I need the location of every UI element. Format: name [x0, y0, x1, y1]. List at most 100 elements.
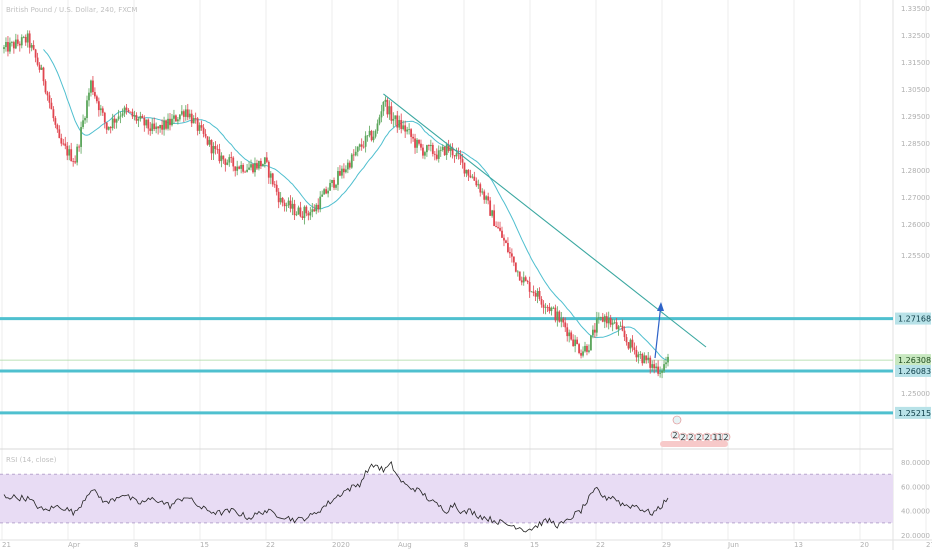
candle-down: [633, 347, 636, 351]
event-tag[interactable]: [721, 432, 731, 442]
candle-down: [653, 364, 656, 369]
candle-up: [426, 145, 428, 153]
candle-up: [212, 146, 215, 154]
candle-down: [641, 354, 644, 364]
candle-up: [364, 135, 367, 147]
candle-down: [532, 291, 535, 294]
candle-down: [175, 115, 177, 122]
candle-down: [169, 118, 171, 126]
candle-down: [499, 227, 501, 231]
candle-up: [629, 339, 632, 349]
event-tag-top: [672, 415, 682, 425]
candle-down: [32, 45, 35, 50]
moving-average-line: [43, 49, 669, 361]
candle-down: [275, 184, 278, 192]
candle-up: [173, 115, 175, 119]
candle-up: [366, 135, 369, 137]
candle-down: [186, 109, 189, 118]
candle-down: [412, 136, 414, 139]
trendline[interactable]: [383, 93, 707, 348]
event-tag[interactable]: [670, 430, 680, 440]
candle-up: [439, 150, 442, 151]
candle-down: [390, 106, 393, 121]
candle-down: [135, 115, 138, 121]
candle-up: [613, 322, 616, 324]
level-label-1-box: [895, 312, 931, 325]
candle-down: [489, 200, 492, 216]
candle-down: [635, 350, 638, 358]
candle-down: [244, 171, 246, 173]
candle-up: [592, 329, 594, 336]
candle-down: [627, 342, 630, 349]
horizontal-levels[interactable]: [0, 317, 893, 415]
candle-down: [92, 80, 94, 93]
candle-up: [376, 123, 379, 131]
candle-down: [216, 148, 219, 150]
candle-down: [605, 316, 608, 324]
candle-down: [38, 64, 41, 70]
candle-down: [252, 164, 254, 173]
candle-up: [327, 190, 329, 194]
price-tick-label: 1.29500: [901, 113, 930, 121]
trendline-layer[interactable]: [383, 93, 707, 359]
candle-up: [311, 209, 314, 213]
price-tick-label: 1.31500: [901, 59, 930, 67]
event-tag-label: 2: [704, 433, 709, 442]
candle-up: [485, 196, 488, 200]
candle-up: [556, 311, 559, 321]
candle-up: [240, 165, 243, 169]
candle-down: [339, 171, 341, 176]
time-tick-label: 21: [2, 541, 11, 549]
candle-down: [101, 108, 104, 113]
candle-down: [520, 280, 523, 283]
candle-up: [236, 166, 239, 171]
candle-up: [481, 191, 484, 193]
candle-up: [392, 118, 395, 121]
candle-up: [295, 214, 298, 216]
candle-up: [341, 168, 343, 176]
candle-down: [265, 157, 268, 162]
candle-down: [601, 317, 604, 322]
candle-down: [127, 109, 130, 112]
candle-down: [131, 111, 134, 117]
candle-up: [117, 116, 120, 120]
candle-down: [435, 154, 438, 159]
candle-down: [52, 109, 55, 119]
candle-down: [95, 96, 98, 102]
rsi-label: RSI (14, close): [6, 456, 57, 464]
candle-down: [562, 318, 565, 323]
candle-down: [348, 162, 351, 168]
candle-down: [46, 92, 49, 96]
candle-up: [119, 115, 122, 117]
candle-down: [507, 242, 509, 253]
candle-down: [479, 184, 482, 193]
candle-down: [12, 42, 15, 49]
candle-up: [424, 152, 426, 156]
price-tick-label: 1.25500: [901, 252, 930, 260]
price-tick-label: 1.27000: [901, 194, 930, 202]
candle-up: [184, 109, 187, 117]
candle-up: [192, 118, 195, 124]
candle-down: [78, 146, 80, 148]
candle-up: [437, 150, 440, 159]
candle-down: [289, 200, 292, 209]
price-tick-label: 1.25000: [901, 390, 930, 398]
candle-down: [615, 322, 618, 330]
candle-down: [422, 147, 424, 156]
candle-up: [107, 126, 110, 130]
time-tick-label: 8: [134, 541, 138, 549]
candle-up: [86, 100, 88, 119]
time-tick-label: 8: [464, 541, 468, 549]
candle-down: [400, 120, 403, 130]
time-tick-label: 22: [596, 541, 605, 549]
candle-down: [410, 129, 412, 137]
candle-up: [416, 139, 418, 148]
candle-down: [420, 143, 422, 148]
candle-up: [198, 125, 201, 131]
candle-up: [356, 146, 359, 152]
rsi-tick-label: 60.0000: [901, 483, 930, 491]
time-tick-label: 20: [860, 541, 869, 549]
candle-down: [518, 271, 521, 281]
